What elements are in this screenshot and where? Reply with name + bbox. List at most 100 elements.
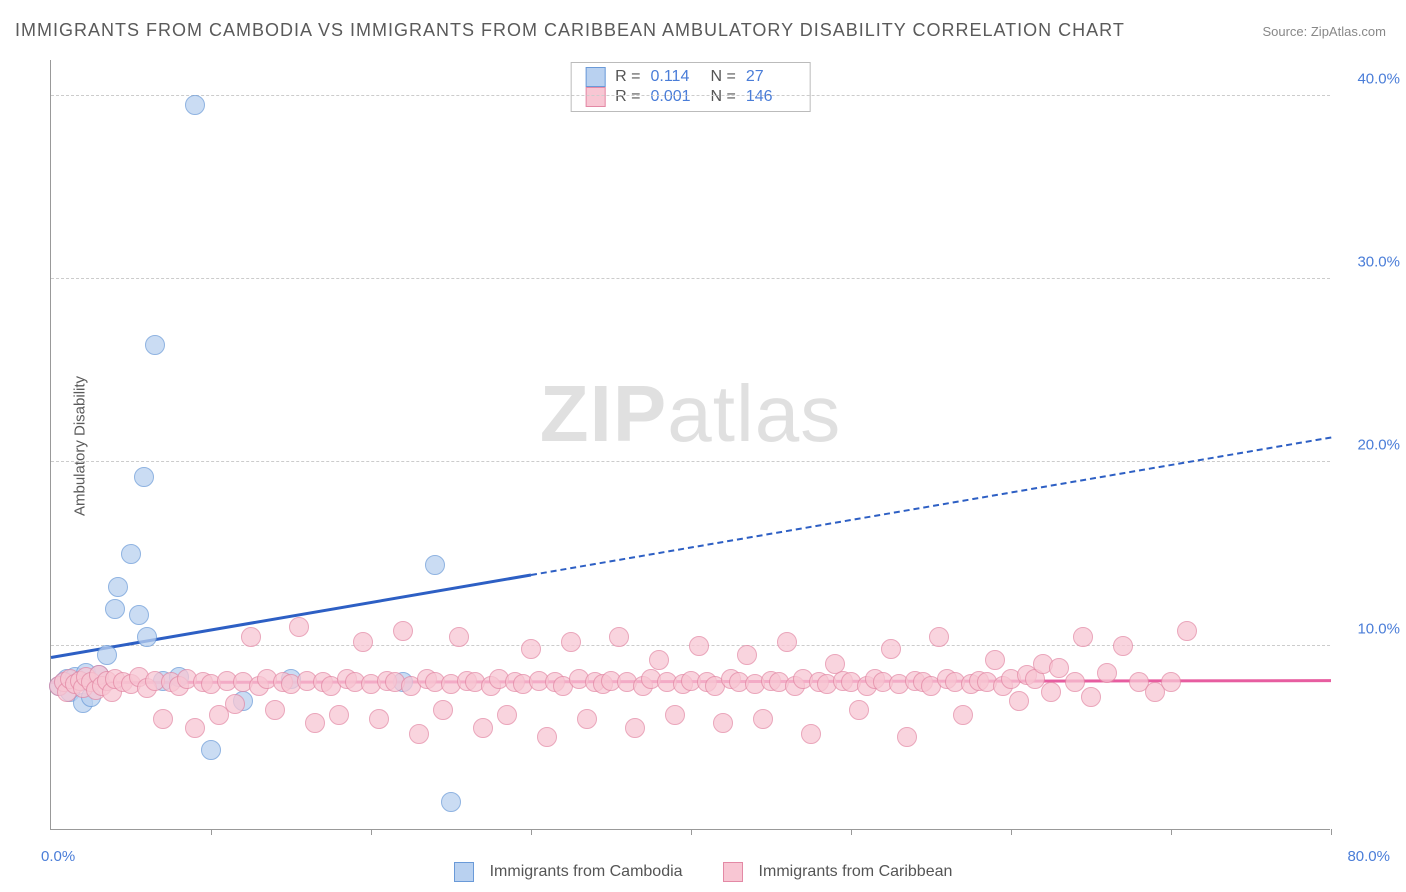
x-tick-mark bbox=[1171, 829, 1172, 835]
gridline-h bbox=[51, 461, 1330, 462]
data-point bbox=[625, 718, 645, 738]
y-tick-label: 20.0% bbox=[1340, 437, 1400, 454]
data-point bbox=[561, 632, 581, 652]
data-point bbox=[105, 599, 125, 619]
source-label: Source: bbox=[1262, 24, 1310, 39]
data-point bbox=[929, 627, 949, 647]
y-tick-label: 30.0% bbox=[1340, 254, 1400, 271]
watermark: ZIPatlas bbox=[540, 368, 841, 460]
correlation-legend: R = 0.114 N = 27 R = 0.001 N = 146 bbox=[570, 62, 811, 112]
legend-r-value: 0.001 bbox=[651, 88, 701, 106]
data-point bbox=[801, 724, 821, 744]
data-point bbox=[777, 632, 797, 652]
trend-line bbox=[531, 437, 1331, 576]
data-point bbox=[737, 645, 757, 665]
data-point bbox=[1073, 627, 1093, 647]
data-point bbox=[305, 713, 325, 733]
x-tick-mark bbox=[851, 829, 852, 835]
data-point bbox=[897, 727, 917, 747]
legend-row: R = 0.001 N = 146 bbox=[585, 87, 796, 107]
data-point bbox=[497, 705, 517, 725]
data-point bbox=[1049, 658, 1069, 678]
data-point bbox=[225, 694, 245, 714]
data-point bbox=[137, 627, 157, 647]
legend-n-value: 146 bbox=[746, 88, 796, 106]
data-point bbox=[953, 705, 973, 725]
legend-item: Immigrants from Caribbean bbox=[713, 863, 963, 880]
gridline-h bbox=[51, 95, 1330, 96]
x-tick-mark bbox=[1331, 829, 1332, 835]
legend-swatch bbox=[585, 67, 605, 87]
data-point bbox=[1041, 682, 1061, 702]
data-point bbox=[185, 718, 205, 738]
data-point bbox=[609, 627, 629, 647]
data-point bbox=[1177, 621, 1197, 641]
data-point bbox=[1065, 672, 1085, 692]
data-point bbox=[265, 700, 285, 720]
data-point bbox=[849, 700, 869, 720]
data-point bbox=[201, 740, 221, 760]
data-point bbox=[108, 577, 128, 597]
series-legend: Immigrants from Cambodia Immigrants from … bbox=[0, 862, 1406, 882]
legend-row: R = 0.114 N = 27 bbox=[585, 67, 796, 87]
x-tick-mark bbox=[691, 829, 692, 835]
legend-n-label: N = bbox=[711, 68, 736, 86]
data-point bbox=[134, 467, 154, 487]
data-point bbox=[433, 700, 453, 720]
legend-swatch bbox=[454, 862, 474, 882]
data-point bbox=[449, 627, 469, 647]
legend-item: Immigrants from Cambodia bbox=[444, 863, 693, 880]
chart-title: IMMIGRANTS FROM CAMBODIA VS IMMIGRANTS F… bbox=[15, 20, 1125, 41]
data-point bbox=[649, 650, 669, 670]
legend-label: Immigrants from Caribbean bbox=[759, 863, 953, 880]
data-point bbox=[393, 621, 413, 641]
data-point bbox=[129, 605, 149, 625]
y-tick-label: 40.0% bbox=[1340, 70, 1400, 87]
data-point bbox=[409, 724, 429, 744]
data-point bbox=[241, 627, 261, 647]
watermark-light: atlas bbox=[667, 369, 841, 458]
legend-n-label: N = bbox=[711, 88, 736, 106]
data-point bbox=[97, 645, 117, 665]
y-tick-label: 10.0% bbox=[1340, 620, 1400, 637]
legend-swatch bbox=[585, 87, 605, 107]
data-point bbox=[577, 709, 597, 729]
data-point bbox=[689, 636, 709, 656]
data-point bbox=[121, 544, 141, 564]
legend-r-label: R = bbox=[615, 68, 640, 86]
data-point bbox=[1009, 691, 1029, 711]
data-point bbox=[881, 639, 901, 659]
data-point bbox=[425, 555, 445, 575]
gridline-h bbox=[51, 278, 1330, 279]
data-point bbox=[1097, 663, 1117, 683]
data-point bbox=[369, 709, 389, 729]
legend-n-value: 27 bbox=[746, 68, 796, 86]
x-tick-mark bbox=[371, 829, 372, 835]
data-point bbox=[1113, 636, 1133, 656]
data-point bbox=[353, 632, 373, 652]
data-point bbox=[665, 705, 685, 725]
data-point bbox=[185, 95, 205, 115]
data-point bbox=[537, 727, 557, 747]
data-point bbox=[713, 713, 733, 733]
legend-label: Immigrants from Cambodia bbox=[490, 863, 683, 880]
legend-r-label: R = bbox=[615, 88, 640, 106]
data-point bbox=[1161, 672, 1181, 692]
x-tick-mark bbox=[531, 829, 532, 835]
data-point bbox=[985, 650, 1005, 670]
data-point bbox=[441, 792, 461, 812]
watermark-bold: ZIP bbox=[540, 369, 667, 458]
source-site: ZipAtlas.com bbox=[1311, 24, 1386, 39]
data-point bbox=[153, 709, 173, 729]
source-attribution: Source: ZipAtlas.com bbox=[1262, 24, 1386, 39]
data-point bbox=[329, 705, 349, 725]
data-point bbox=[289, 617, 309, 637]
data-point bbox=[473, 718, 493, 738]
data-point bbox=[521, 639, 541, 659]
data-point bbox=[145, 335, 165, 355]
legend-r-value: 0.114 bbox=[651, 68, 701, 86]
x-tick-mark bbox=[1011, 829, 1012, 835]
scatter-plot-area: ZIPatlas R = 0.114 N = 27R = 0.001 N = 146 0.0… bbox=[50, 60, 1330, 830]
legend-swatch bbox=[723, 862, 743, 882]
data-point bbox=[753, 709, 773, 729]
